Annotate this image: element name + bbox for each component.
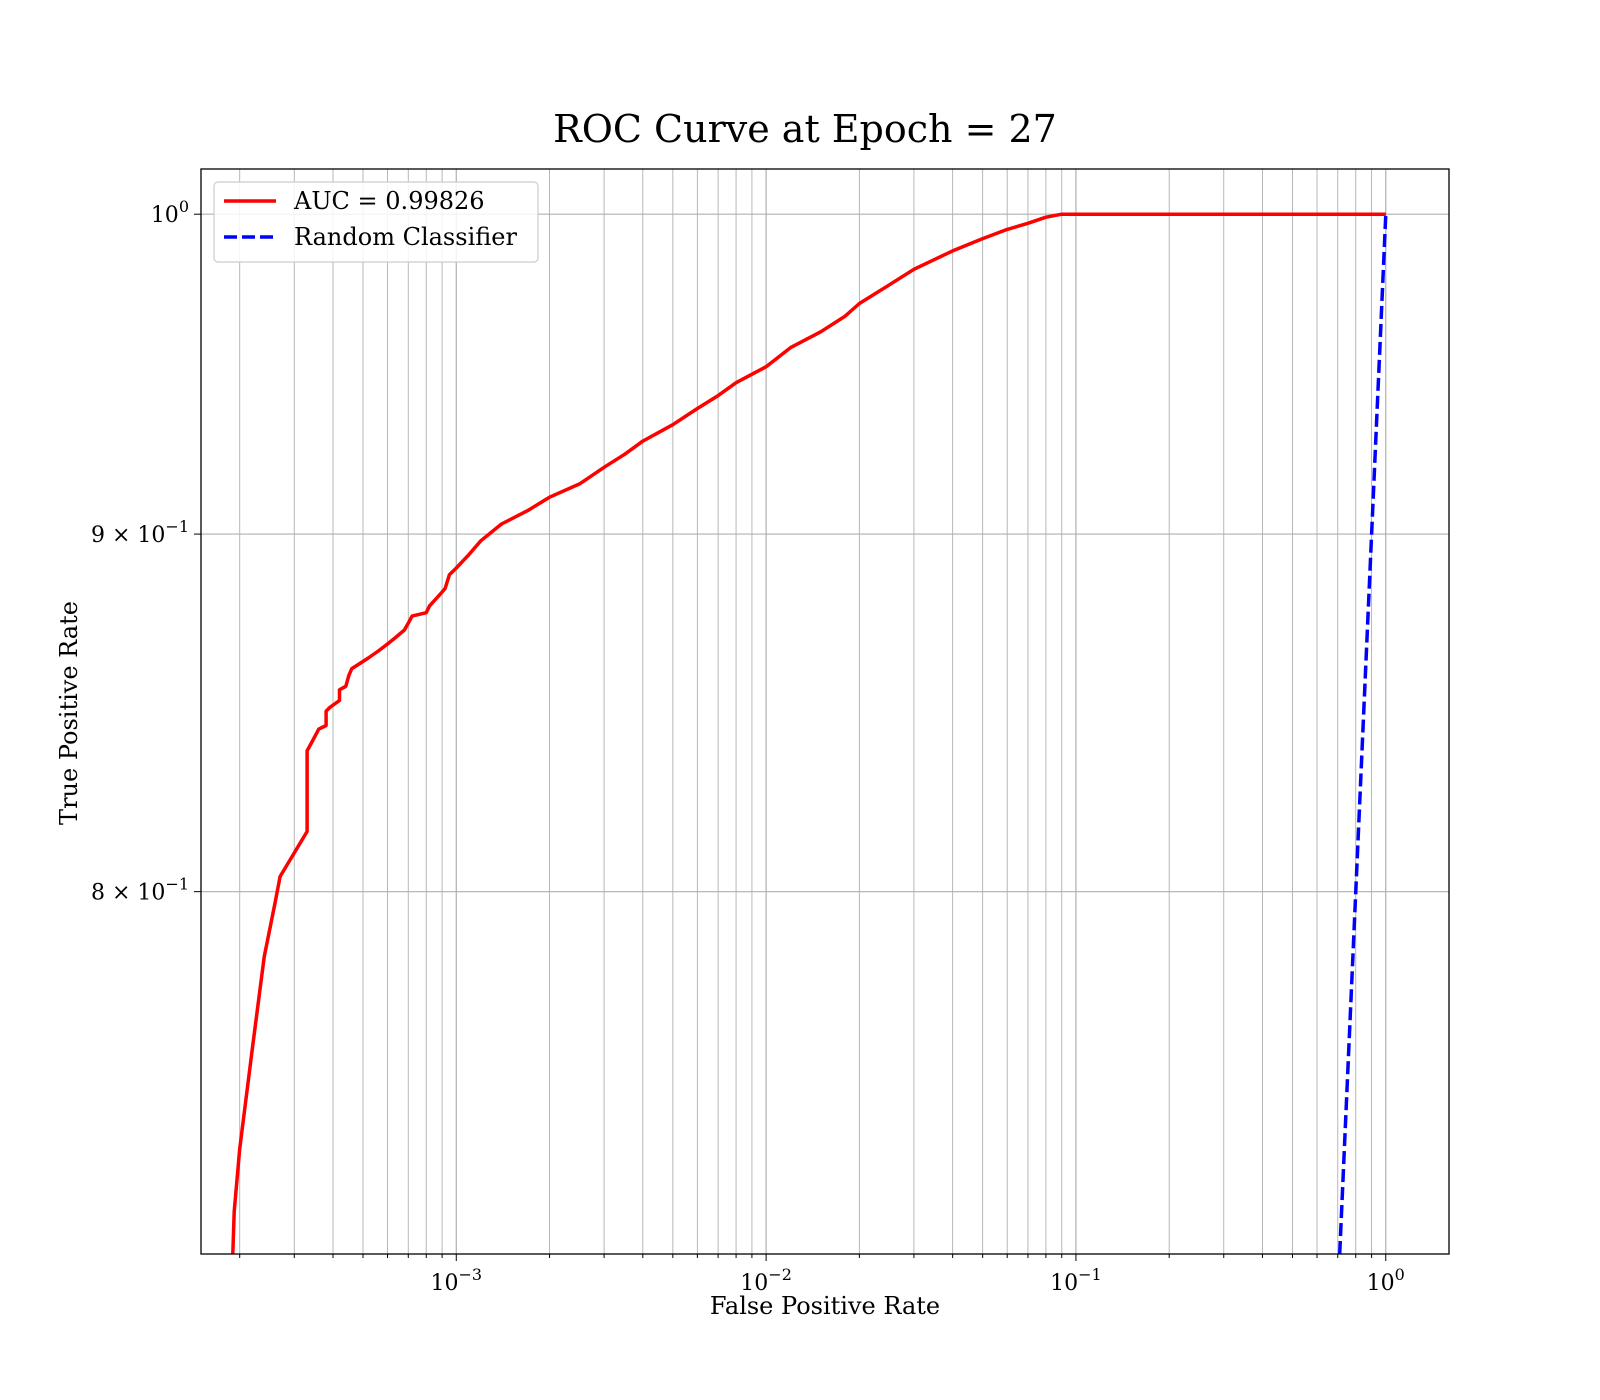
grid xyxy=(201,169,1449,1254)
plot-frame xyxy=(200,168,1450,1255)
y-axis-label: True Positive Rate xyxy=(55,601,83,825)
x-tick-label: 10−3 xyxy=(430,1265,482,1296)
legend-label-random: Random Classifier xyxy=(294,223,517,251)
x-axis-ticks: 10−3 10−2 10−1 100 xyxy=(239,1254,1405,1296)
y-axis-ticks: 100 9 × 10−1 8 × 10−1 xyxy=(91,197,201,906)
random-classifier-line xyxy=(1337,214,1388,1255)
x-tick-label: 10−2 xyxy=(740,1265,792,1296)
y-tick-label: 100 xyxy=(151,197,189,228)
legend: AUC = 0.99826 Random Classifier xyxy=(213,181,539,263)
legend-box xyxy=(213,181,539,263)
x-tick-label: 10−1 xyxy=(1050,1265,1102,1296)
x-tick-label: 100 xyxy=(1367,1265,1405,1296)
chart-title: ROC Curve at Epoch = 27 xyxy=(553,107,1057,151)
legend-label-auc: AUC = 0.99826 xyxy=(293,187,485,215)
plot-series xyxy=(231,212,1388,1255)
roc-curve-line xyxy=(231,212,1386,1255)
x-axis-label: False Positive Rate xyxy=(710,1292,940,1320)
y-tick-label: 9 × 10−1 xyxy=(91,517,189,548)
y-tick-label: 8 × 10−1 xyxy=(91,875,189,906)
